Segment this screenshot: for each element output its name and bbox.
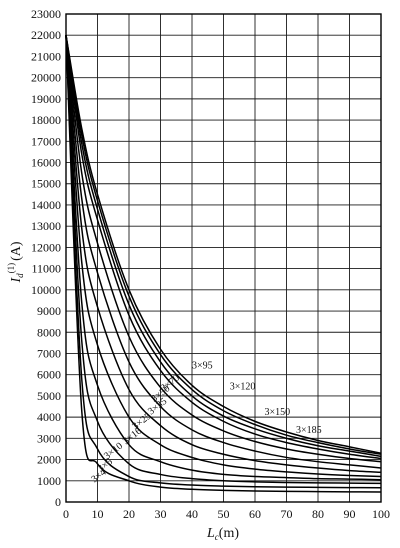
x-tick-label: 100: [372, 507, 390, 521]
y-tick-label: 11000: [31, 262, 61, 276]
x-tick-label: 60: [249, 507, 261, 521]
series-label-3x185: 3×185: [296, 425, 322, 436]
x-axis-label: Lc(m): [206, 526, 239, 542]
series-label-3x95: 3×95: [192, 360, 213, 371]
x-tick-label: 0: [63, 507, 69, 521]
y-axis-label-sup: (1): [6, 263, 16, 274]
x-tick-label: 90: [344, 507, 356, 521]
y-tick-label: 14000: [31, 198, 61, 212]
y-tick-label: 3000: [37, 431, 61, 445]
x-tick-label: 20: [123, 507, 135, 521]
series-label-3x120: 3×120: [230, 382, 256, 393]
x-tick-label: 30: [155, 507, 167, 521]
plot-frame: [65, 13, 382, 503]
y-axis-label-sub: d: [15, 273, 25, 278]
series-group: [65, 35, 382, 493]
tick-labels: 0 10 20 30 40 50 60 70 80 90 100010002000300040005…: [31, 7, 390, 521]
series-label-3x150: 3×150: [264, 407, 290, 418]
series-line-3x35: [65, 35, 382, 474]
y-tick-label: 1000: [37, 474, 61, 488]
x-axis-label-sub: c: [215, 532, 219, 542]
y-tick-label: 17000: [31, 134, 61, 148]
y-axis-label-main: I: [9, 277, 24, 284]
x-tick-label: 40: [186, 507, 198, 521]
series-line-3x150: [65, 35, 382, 455]
y-tick-label: 13000: [31, 219, 61, 233]
series-line-3x25: [65, 35, 382, 478]
y-tick-label: 7000: [37, 346, 61, 360]
y-tick-label: 6000: [37, 368, 61, 382]
y-axis-label: Id(1) (A): [6, 241, 25, 283]
series-line-3x70: [65, 35, 382, 463]
y-tick-label: 15000: [31, 177, 61, 191]
x-tick-label: 10: [92, 507, 104, 521]
y-tick-label: 16000: [31, 156, 61, 170]
x-tick-label: 70: [281, 507, 293, 521]
y-tick-label: 20000: [31, 71, 61, 85]
series-line-3x95: [65, 35, 382, 460]
series-label-3x35: 3×35: [146, 396, 169, 417]
y-tick-label: 0: [55, 495, 61, 509]
y-tick-label: 23000: [31, 7, 61, 21]
y-tick-label: 10000: [31, 283, 61, 297]
x-axis-label-main: L: [206, 526, 215, 541]
series-line-3x16: [65, 35, 382, 481]
y-tick-label: 4000: [37, 410, 61, 424]
series-line-3x10: [65, 35, 382, 485]
x-axis-label-unit: (m): [219, 526, 240, 541]
y-tick-label: 12000: [31, 240, 61, 254]
y-tick-label: 8000: [37, 325, 61, 339]
series-line-3x4: [65, 35, 382, 493]
grid: [65, 13, 382, 503]
y-tick-label: 2000: [37, 453, 61, 467]
series-line-3x185: [65, 35, 382, 454]
series-line-3x50: [65, 35, 382, 469]
series-line-3x120: [65, 35, 382, 458]
x-tick-label: 80: [312, 507, 324, 521]
y-tick-label: 22000: [31, 28, 61, 42]
x-tick-label: 50: [218, 507, 230, 521]
y-tick-label: 9000: [37, 304, 61, 318]
y-tick-label: 19000: [31, 92, 61, 106]
y-tick-label: 5000: [37, 389, 61, 403]
y-axis-label-unit: (A): [9, 241, 24, 261]
y-tick-label: 18000: [31, 113, 61, 127]
series-line-3x6: [65, 35, 382, 489]
y-tick-label: 21000: [31, 49, 61, 63]
